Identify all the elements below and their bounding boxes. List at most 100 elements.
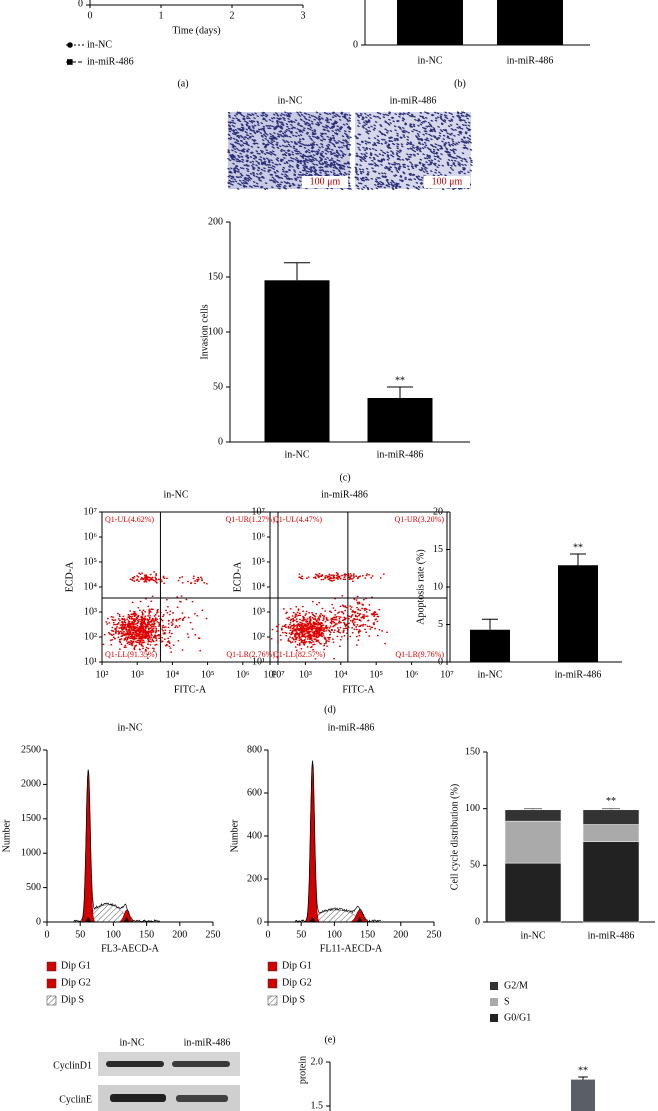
panel-label: (d) [324,704,336,715]
y-tick-label: 10⁷ [84,506,98,517]
y-tick-label: 0 [475,916,480,927]
histogram-outline [294,760,381,923]
x-tick-label: in-miR-486 [588,930,635,941]
quadrant-label: Q1-UL(4.47%) [273,515,322,524]
x-tick-label: 10² [264,669,277,680]
dip-g1-peak [294,761,381,923]
legend-label: G0/G1 [504,1012,531,1023]
micrograph-cells [227,111,473,191]
blot-band [110,1094,166,1102]
y-tick-label: 200 [208,216,223,227]
legend-label: Dip G2 [61,977,91,988]
legend-swatch [46,978,57,989]
y-tick-label: 150 [465,746,480,757]
scale-box [424,176,470,188]
bar [264,280,330,442]
y-axis-label: Number [1,819,12,852]
peak-marker [356,917,363,922]
bar-segment [582,841,640,923]
y-tick-label: 10² [252,631,265,642]
x-tick-label: 1 [159,10,164,21]
y-tick-label: 10⁶ [252,531,266,542]
y-tick-label: 10³ [84,606,97,617]
error-bar [602,808,620,810]
legend-marker [67,42,73,48]
y-tick-label: 100 [465,803,480,814]
panel-label: (b) [454,78,466,89]
x-tick-label: 10⁷ [271,669,285,680]
bar-segment [504,809,562,822]
quadrant-label: Q1-UL(4.62%) [105,515,154,524]
quadrant-label: Q1-LR(2.76%) [226,650,275,659]
y-tick-label: 10 [433,581,443,592]
micrograph-title: in-NC [278,95,303,106]
x-tick-label: 10³ [299,669,312,680]
error-bar [524,808,542,810]
quadrant-label: Q1-LL(91.35%) [105,650,158,659]
legend-swatch [490,982,498,990]
bar [558,565,598,662]
y-tick-label: 400 [247,830,262,841]
error-bar [387,386,413,398]
y-tick-label: 800 [247,744,262,755]
legend-swatch [46,995,57,1006]
y-tick-label: 10³ [252,606,265,617]
blot-row-label: CyclinE [59,1094,92,1105]
y-tick-label: 2.0 [311,1056,324,1067]
quadrant-label: Q1-LL(82.57%) [273,650,326,659]
dip-g1-peak [73,770,160,923]
panel-label: (e) [324,1034,335,1045]
scale-box [302,176,348,188]
y-tick-label: 10⁵ [252,556,266,567]
y-tick-label: 1000 [21,847,41,858]
x-tick-label: 0 [266,929,271,940]
quadrant-label: Q1-UR(1.27%) [225,515,275,524]
y-tick-label: 600 [247,787,262,798]
y-tick-label: 150 [208,271,223,282]
legend-label: Dip S [282,994,305,1005]
x-tick-label: 0 [45,929,50,940]
legend-label: in-miR-486 [87,56,134,67]
x-tick-label: in-NC [285,449,310,460]
y-tick-label: 10¹ [84,656,97,667]
x-tick-label: 10⁷ [440,669,454,680]
bar-cropped [397,0,463,45]
panel-label: (a) [177,78,188,89]
micrograph-title: in-miR-486 [390,95,437,106]
x-tick-label: 10⁵ [369,669,383,680]
y-tick-label: 50 [213,381,223,392]
chart-title: in-NC [118,722,143,733]
x-tick-label: in-miR-486 [555,669,602,680]
x-tick-label: 150 [139,929,154,940]
y-tick-label: 0 [353,39,358,50]
y-tick-label: 20 [433,506,443,517]
legend-label: Dip G1 [282,960,312,971]
legend-label: Dip S [61,994,84,1005]
legend-swatch [267,978,278,989]
significance: ** [573,542,583,553]
y-tick-label: 10⁵ [84,556,98,567]
x-tick-label: in-miR-486 [377,449,424,460]
legend-swatch [267,961,278,972]
chart-title: in-miR-486 [328,722,375,733]
x-tick-label: 150 [360,929,375,940]
x-tick-label: in-NC [478,669,503,680]
y-tick-label: 15 [433,544,443,555]
panel-label: (c) [339,472,350,483]
error-bar [482,618,498,630]
x-tick-label: 10⁴ [166,669,180,680]
x-axis-label: Time (days) [172,25,220,36]
x-tick-label: 200 [172,929,187,940]
micrograph-texture [227,111,473,191]
dot-cloud [102,571,208,659]
blot-column-label: in-miR-486 [184,1037,231,1048]
peak-marker [123,917,130,922]
x-tick-label: in-NC [521,930,546,941]
y-tick-label: 0 [257,916,262,927]
y-tick-label: 1500 [21,813,41,824]
quadrant-label: Q1-LR(9.76%) [395,650,444,659]
y-tick-label: 10² [84,631,97,642]
x-tick-label: 50 [296,929,306,940]
